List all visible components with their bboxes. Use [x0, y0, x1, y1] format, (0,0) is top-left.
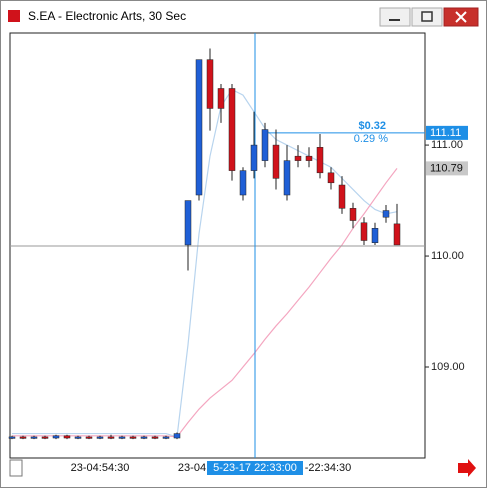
candle-body [250, 144, 258, 171]
candle-body [228, 88, 236, 171]
y-tick-label: 109.00 [431, 361, 465, 373]
candle-body [140, 436, 148, 439]
candle-body [382, 210, 390, 218]
candle-body [118, 436, 126, 439]
app-icon [8, 10, 20, 22]
x-tick-label: 23-04 [178, 462, 206, 474]
moving-average [12, 168, 398, 438]
price-tag-label: 111.11 [430, 127, 461, 139]
candle-body [107, 436, 115, 439]
candle-body [294, 155, 302, 161]
candle-body [162, 436, 170, 439]
candle-body [393, 223, 401, 246]
crosshair-time-box [207, 461, 303, 475]
scroll-box[interactable] [9, 459, 23, 477]
candle-body [63, 435, 71, 439]
x-tick-label: -22:34:30 [305, 462, 351, 474]
price-tag [426, 125, 468, 140]
candle-body [283, 160, 291, 196]
candle-body [8, 436, 16, 439]
candle-body [173, 433, 181, 439]
candle-body [195, 59, 203, 196]
moving-average [12, 88, 398, 438]
candle-body [129, 436, 137, 439]
maximize-button[interactable] [411, 7, 443, 27]
candle-body [74, 436, 82, 439]
candle-body [30, 436, 38, 439]
crosshair-time: 5-23-17 22:33:00 [213, 462, 297, 474]
scroll-arrow[interactable] [458, 459, 476, 477]
candle-body [151, 436, 159, 439]
measure-change: $0.32 [358, 120, 386, 132]
candle-body [371, 228, 379, 243]
candle-body [19, 436, 27, 439]
candle-body [184, 200, 192, 246]
minimize-button[interactable] [379, 7, 411, 27]
price-tag-label: 110.79 [430, 162, 463, 174]
x-tick-label: 23-04:54:30 [71, 462, 130, 474]
candle-body [349, 208, 357, 221]
candle-body [206, 59, 214, 109]
candle-body [305, 155, 313, 161]
price-tag [426, 161, 468, 176]
y-tick-label: 110.00 [431, 250, 464, 262]
candle-body [360, 222, 368, 241]
candle-body [217, 88, 225, 109]
plot-area [9, 32, 426, 459]
maximize-icon [421, 11, 433, 22]
candle-body [85, 436, 93, 439]
candle-body [96, 436, 104, 439]
candle-body [239, 170, 247, 196]
window-title: S.EA - Electronic Arts, 30 Sec [28, 9, 186, 23]
candle-body [272, 144, 280, 179]
measure-percent: 0.29 % [354, 133, 388, 145]
candle-body [41, 436, 49, 439]
y-tick-label: 111.00 [431, 139, 463, 151]
candle-body [327, 172, 335, 184]
candle-body [261, 129, 269, 161]
close-icon [455, 11, 467, 23]
candle-body [52, 435, 60, 439]
candle-body [316, 147, 324, 174]
candle-body [338, 184, 346, 209]
